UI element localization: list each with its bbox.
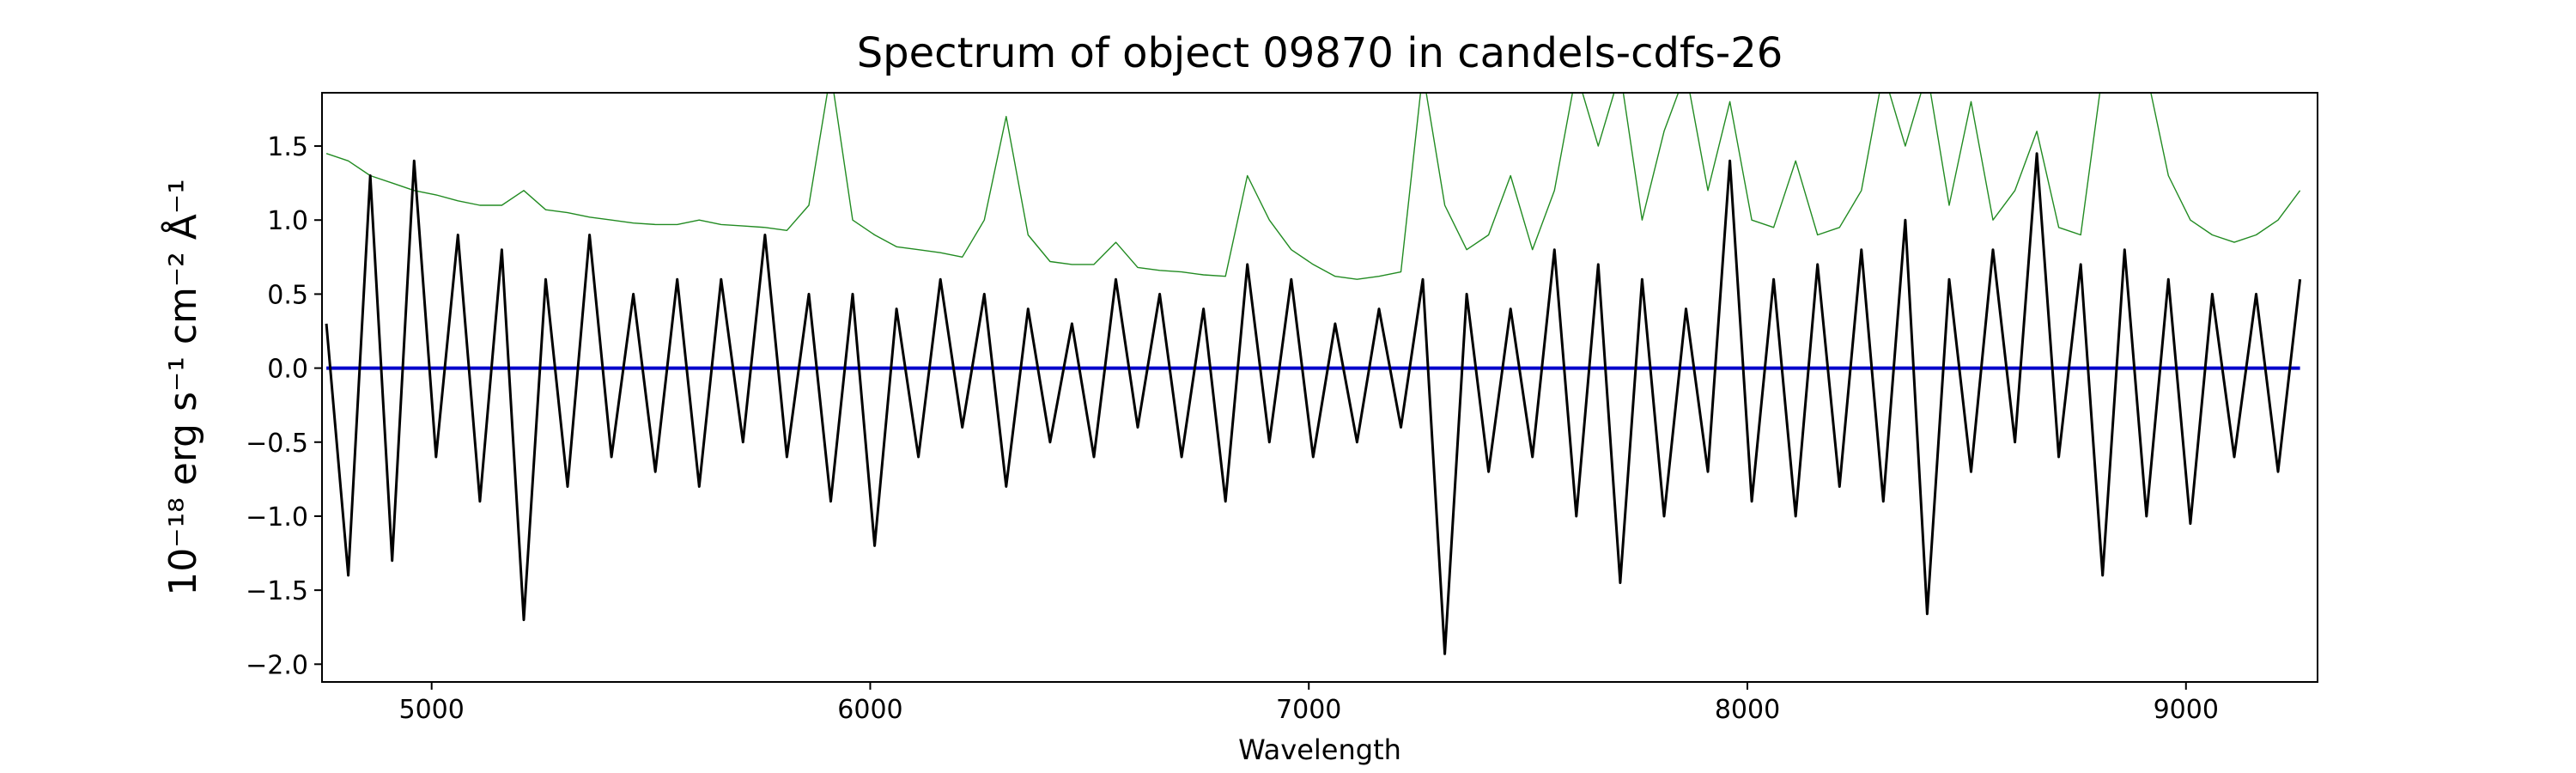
y-tick-label: 0.0 — [267, 355, 308, 385]
x-tick-label: 9000 — [2154, 695, 2219, 725]
y-tick-label: 0.5 — [267, 280, 308, 310]
plot-frame — [321, 92, 2318, 683]
x-tick-label: 8000 — [1715, 695, 1780, 725]
x-tick-label: 7000 — [1276, 695, 1341, 725]
y-tick-label: −2.0 — [246, 650, 308, 680]
y-tick-label: 1.5 — [267, 132, 308, 162]
y-tick-label: −1.0 — [246, 502, 308, 533]
y-tick-label: −1.5 — [246, 576, 308, 606]
y-tick-label: −0.5 — [246, 429, 308, 459]
x-tick-label: 6000 — [837, 695, 902, 725]
x-tick-label: 5000 — [399, 695, 465, 725]
chart-title: Spectrum of object 09870 in candels-cdfs… — [857, 29, 1783, 77]
y-tick-label: 1.0 — [267, 206, 308, 236]
y-axis-label: 10⁻¹⁸ erg s⁻¹ cm⁻² Å⁻¹ — [160, 179, 205, 595]
series-line — [325, 93, 2301, 280]
x-axis-label: Wavelength — [1238, 733, 1401, 766]
series-line — [325, 152, 2302, 655]
plot-area — [325, 93, 2302, 655]
